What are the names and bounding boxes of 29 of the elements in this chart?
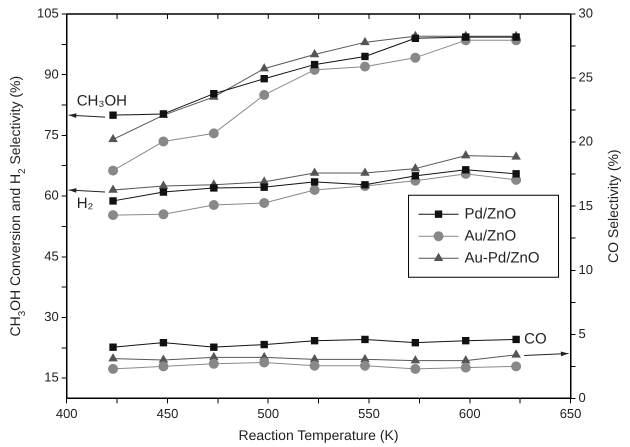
y-tick-label: 45: [44, 248, 59, 264]
y2-tick-label: 5: [578, 326, 586, 341]
annotation: CH₃OH: [76, 92, 127, 110]
legend-label: Au/ZnO: [464, 227, 516, 244]
y-tick-label: 75: [44, 126, 59, 142]
x-tick-label: 450: [156, 406, 178, 421]
x-tick-label: 650: [560, 406, 582, 421]
y2-axis-title: CO Selectivity (%): [605, 149, 621, 263]
legend-label: Pd/ZnO: [464, 205, 516, 222]
y-tick-label: 15: [44, 370, 59, 385]
y2-tick-label: 15: [578, 198, 594, 213]
annotation: H₂: [76, 195, 94, 212]
x-tick-label: 500: [257, 406, 280, 421]
y2-tick-label: 30: [578, 6, 594, 21]
annotation: CO: [524, 330, 547, 348]
y-tick-label: 105: [36, 6, 59, 21]
y2-tick-label: 0: [578, 390, 586, 405]
legend-label: Au-Pd/ZnO: [464, 249, 540, 266]
x-tick-label: 600: [458, 406, 481, 421]
x-tick-label: 400: [56, 406, 78, 421]
y-tick-label: 90: [44, 66, 59, 82]
x-axis-title: Reaction Temperature (K): [238, 427, 399, 443]
y-tick-label: 60: [44, 188, 59, 203]
y-tick-label: 30: [44, 309, 59, 324]
y2-tick-label: 20: [578, 134, 594, 149]
y2-tick-label: 10: [578, 262, 594, 277]
x-tick-label: 550: [358, 406, 380, 421]
y2-tick-label: 25: [578, 70, 594, 85]
y-axis-title: CH3OH Conversion and H2 Selectivity (%): [7, 76, 28, 337]
